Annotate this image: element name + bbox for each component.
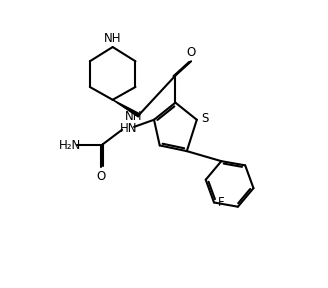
Text: O: O — [97, 170, 106, 183]
Text: O: O — [187, 46, 196, 59]
Text: HN: HN — [120, 122, 137, 135]
Text: S: S — [201, 112, 209, 125]
Text: NH: NH — [125, 110, 143, 123]
Text: F: F — [217, 196, 224, 209]
Polygon shape — [113, 100, 140, 117]
Text: H₂N: H₂N — [59, 139, 81, 152]
Text: NH: NH — [104, 32, 121, 45]
